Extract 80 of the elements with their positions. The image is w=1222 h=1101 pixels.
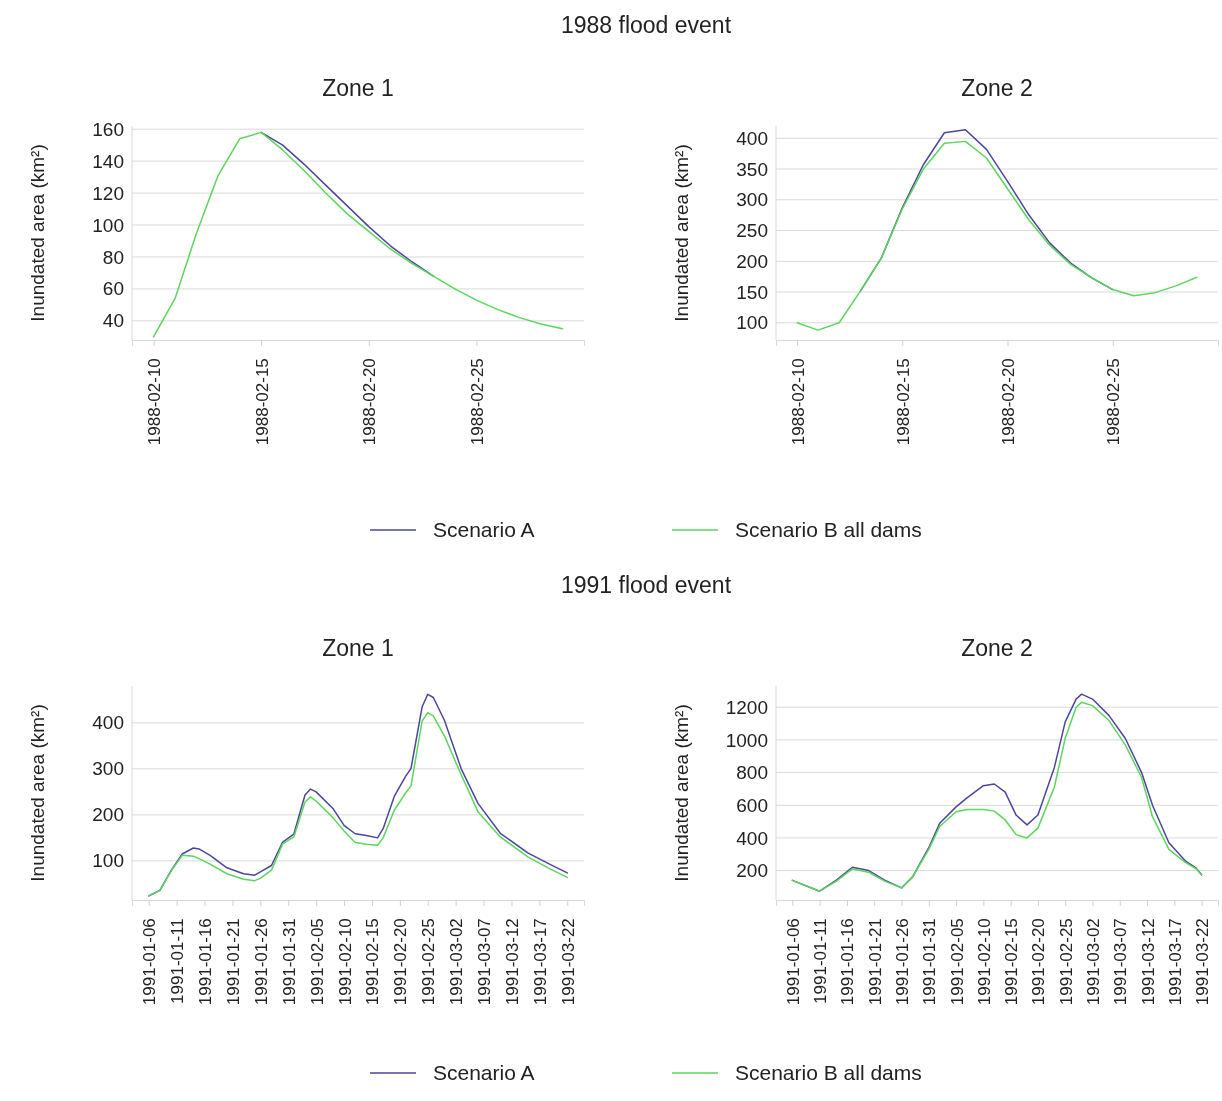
x-tick-label: 1991-03-02 (1083, 918, 1103, 1006)
x-tick-label: 1988-02-10 (788, 358, 808, 446)
y-axis-title: Inundated area (km²) (670, 704, 692, 882)
x-tick-label: 1991-01-06 (783, 918, 803, 1006)
x-tick-label: 1991-01-26 (892, 918, 912, 1006)
legend-label: Scenario A (433, 518, 535, 542)
y-tick-label: 80 (102, 246, 124, 268)
chart-title: Zone 1 (322, 635, 394, 661)
x-tick-label: 1991-03-17 (1165, 918, 1185, 1006)
x-tick-label: 1991-03-07 (1111, 918, 1131, 1006)
y-tick-label: 200 (736, 860, 768, 882)
chart-title: Zone 2 (961, 75, 1033, 101)
x-tick-label: 1988-02-15 (252, 358, 272, 446)
y-tick-label: 60 (102, 278, 124, 300)
x-tick-label: 1991-03-22 (1193, 918, 1213, 1006)
x-tick-label: 1991-01-11 (811, 918, 831, 1004)
y-axis-title: Inundated area (km²) (26, 704, 48, 882)
y-tick-label: 160 (92, 118, 124, 140)
x-tick-label: 1991-01-16 (838, 918, 858, 1006)
y-tick-label: 600 (736, 794, 768, 816)
x-tick-label: 1991-02-25 (1056, 918, 1076, 1006)
legend-label: Scenario B all dams (735, 1061, 922, 1085)
x-tick-label: 1991-02-15 (363, 918, 383, 1006)
y-tick-label: 200 (736, 250, 768, 272)
x-tick-label: 1991-01-21 (223, 918, 243, 1006)
y-tick-label: 300 (92, 758, 124, 780)
x-tick-label: 1991-02-15 (1002, 918, 1022, 1006)
x-tick-label: 1991-02-10 (974, 918, 994, 1006)
x-tick-label: 1991-02-05 (947, 918, 967, 1006)
text: 1988 flood event (560, 12, 732, 38)
y-axis-title: Inundated area (km²) (26, 144, 48, 322)
y-tick-label: 140 (92, 150, 124, 172)
chart-title: Zone 1 (322, 75, 394, 101)
x-tick-label: 1991-01-16 (195, 918, 215, 1006)
x-tick-label: 1991-02-20 (1029, 918, 1049, 1006)
x-tick-label: 1988-02-20 (360, 358, 380, 446)
text: 1991 flood event (560, 572, 732, 598)
legend-label: Scenario A (433, 1061, 535, 1085)
y-tick-label: 120 (92, 182, 124, 204)
x-tick-label: 1991-02-10 (335, 918, 355, 1006)
x-tick-label: 1991-02-20 (391, 918, 411, 1006)
x-tick-label: 1991-01-31 (920, 918, 940, 1006)
x-tick-label: 1991-03-12 (1138, 918, 1158, 1006)
line-series (796, 140, 1198, 331)
y-tick-label: 40 (102, 310, 124, 332)
y-tick-label: 350 (736, 158, 768, 180)
x-tick-label: 1991-01-06 (140, 918, 160, 1006)
line-series (152, 131, 564, 338)
y-tick-label: 1200 (725, 696, 768, 718)
x-tick-label: 1988-02-20 (998, 358, 1018, 446)
x-tick-label: 1991-01-11 (168, 918, 188, 1004)
y-tick-label: 250 (736, 220, 768, 242)
y-tick-label: 150 (736, 281, 768, 303)
x-tick-label: 1988-02-25 (467, 358, 487, 446)
y-tick-label: 100 (92, 850, 124, 872)
x-tick-label: 1991-03-02 (447, 918, 467, 1006)
x-tick-label: 1991-01-21 (865, 918, 885, 1006)
legend-label: Scenario B all dams (735, 518, 922, 542)
x-tick-label: 1988-02-25 (1104, 358, 1124, 446)
x-tick-label: 1991-03-22 (558, 918, 578, 1006)
y-tick-label: 1000 (725, 729, 768, 751)
y-tick-label: 200 (92, 804, 124, 826)
x-tick-label: 1991-03-12 (502, 918, 522, 1006)
x-tick-label: 1991-02-25 (419, 918, 439, 1006)
chart-title: Zone 2 (961, 635, 1033, 661)
y-axis-title: Inundated area (km²) (670, 144, 692, 322)
x-tick-label: 1991-01-31 (279, 918, 299, 1006)
y-tick-label: 100 (92, 214, 124, 236)
x-tick-label: 1988-02-15 (893, 358, 913, 446)
y-tick-label: 300 (736, 189, 768, 211)
x-tick-label: 1991-02-05 (307, 918, 327, 1006)
x-tick-label: 1991-03-17 (530, 918, 550, 1006)
y-tick-label: 400 (736, 127, 768, 149)
y-tick-label: 400 (92, 712, 124, 734)
y-tick-label: 800 (736, 762, 768, 784)
x-tick-label: 1988-02-10 (144, 358, 164, 446)
y-tick-label: 100 (736, 312, 768, 334)
y-tick-label: 400 (736, 827, 768, 849)
x-tick-label: 1991-03-07 (475, 918, 495, 1006)
x-tick-label: 1991-01-26 (251, 918, 271, 1006)
